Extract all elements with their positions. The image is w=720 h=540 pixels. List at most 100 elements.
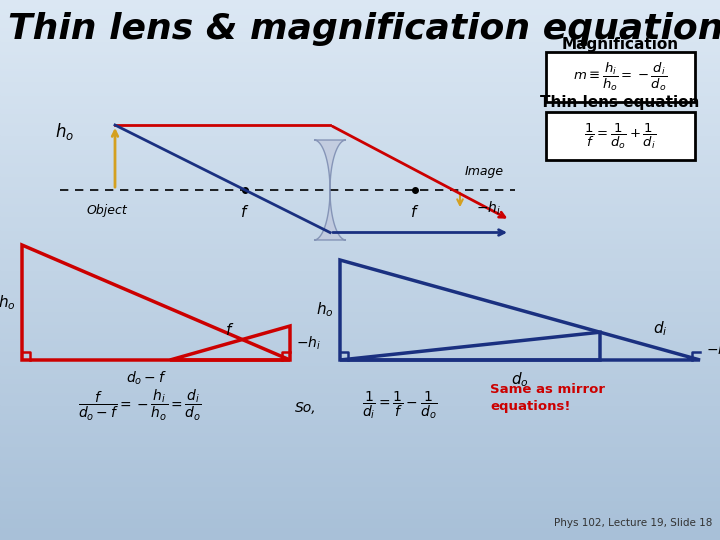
Bar [0, 0, 720, 3]
Bar [0, 447, 720, 451]
Bar [0, 29, 720, 32]
Bar [0, 423, 720, 427]
Text: $h_o$: $h_o$ [0, 293, 16, 312]
Bar [0, 404, 720, 408]
Bar [0, 439, 720, 443]
Bar [0, 183, 720, 186]
Bar [0, 296, 720, 300]
Bar [0, 77, 720, 81]
Bar [0, 385, 720, 389]
Bar [0, 177, 720, 181]
Bar [0, 393, 720, 397]
Bar [0, 10, 720, 14]
Bar [0, 455, 720, 459]
Bar [0, 23, 720, 27]
Bar [0, 280, 720, 284]
Text: $f$: $f$ [225, 322, 235, 338]
Bar [0, 45, 720, 49]
Bar [0, 85, 720, 89]
Bar [0, 534, 720, 537]
Bar [0, 228, 720, 232]
Text: $\dfrac{1}{f} = \dfrac{1}{d_o} + \dfrac{1}{d_i}$: $\dfrac{1}{f} = \dfrac{1}{d_o} + \dfrac{… [584, 122, 656, 151]
Text: $\dfrac{f}{d_o - f} = -\dfrac{h_i}{h_o} = \dfrac{d_i}{d_o}$: $\dfrac{f}{d_o - f} = -\dfrac{h_i}{h_o} … [78, 387, 202, 423]
Text: $d_o$: $d_o$ [511, 370, 529, 389]
Bar [0, 274, 720, 278]
Bar [0, 245, 720, 248]
Text: $h_o$: $h_o$ [316, 301, 334, 319]
Bar [0, 72, 720, 76]
Bar [0, 147, 720, 151]
Bar [0, 469, 720, 472]
Bar [0, 318, 720, 321]
Bar [0, 115, 720, 119]
Bar [0, 531, 720, 535]
Bar [0, 66, 720, 70]
Bar [0, 420, 720, 424]
Bar [0, 326, 720, 329]
Bar [0, 223, 720, 227]
Bar [0, 107, 720, 111]
Bar [0, 139, 720, 143]
Bar [0, 12, 720, 16]
FancyBboxPatch shape [546, 112, 695, 160]
Text: Thin lens & magnification equations: Thin lens & magnification equations [8, 12, 720, 46]
Bar [0, 396, 720, 400]
Bar [0, 169, 720, 173]
Bar [0, 7, 720, 11]
Bar [0, 15, 720, 19]
Bar [0, 207, 720, 211]
Bar [0, 471, 720, 475]
Bar [0, 512, 720, 516]
Bar [0, 112, 720, 116]
Bar [0, 282, 720, 286]
Bar [0, 493, 720, 497]
Bar [0, 417, 720, 421]
Bar [0, 269, 720, 273]
Bar [0, 336, 720, 340]
Bar [0, 196, 720, 200]
Bar [0, 129, 720, 132]
Bar [0, 301, 720, 305]
Bar [0, 369, 720, 373]
Bar [0, 215, 720, 219]
Bar [0, 312, 720, 316]
Bar [0, 412, 720, 416]
Bar [0, 501, 720, 505]
Bar [0, 158, 720, 162]
Bar [0, 509, 720, 513]
Bar [0, 21, 720, 24]
Polygon shape [314, 140, 346, 240]
Bar [0, 137, 720, 140]
Bar [0, 353, 720, 356]
Bar [0, 164, 720, 167]
Bar [0, 415, 720, 419]
Bar [0, 328, 720, 332]
Bar [0, 355, 720, 359]
Bar [0, 401, 720, 405]
Bar [0, 2, 720, 5]
Bar [0, 218, 720, 221]
Text: $m \equiv \dfrac{h_i}{h_o} = -\dfrac{d_i}{d_o}$: $m \equiv \dfrac{h_i}{h_o} = -\dfrac{d_i… [573, 61, 667, 93]
Bar [0, 102, 720, 105]
Bar [0, 220, 720, 224]
Bar [0, 458, 720, 462]
Bar [0, 61, 720, 65]
Bar [0, 204, 720, 208]
Bar [0, 231, 720, 235]
Bar [0, 188, 720, 192]
Bar [0, 39, 720, 43]
Bar [0, 528, 720, 532]
Bar [0, 293, 720, 297]
Bar [0, 517, 720, 521]
Bar [0, 334, 720, 338]
Bar [0, 409, 720, 413]
Bar [0, 156, 720, 159]
Bar [0, 453, 720, 456]
Bar [0, 242, 720, 246]
Text: Thin lens equation: Thin lens equation [540, 95, 700, 110]
Bar [0, 199, 720, 202]
Bar [0, 496, 720, 500]
Bar [0, 126, 720, 130]
Bar [0, 64, 720, 68]
Text: $h_o$: $h_o$ [55, 122, 74, 143]
